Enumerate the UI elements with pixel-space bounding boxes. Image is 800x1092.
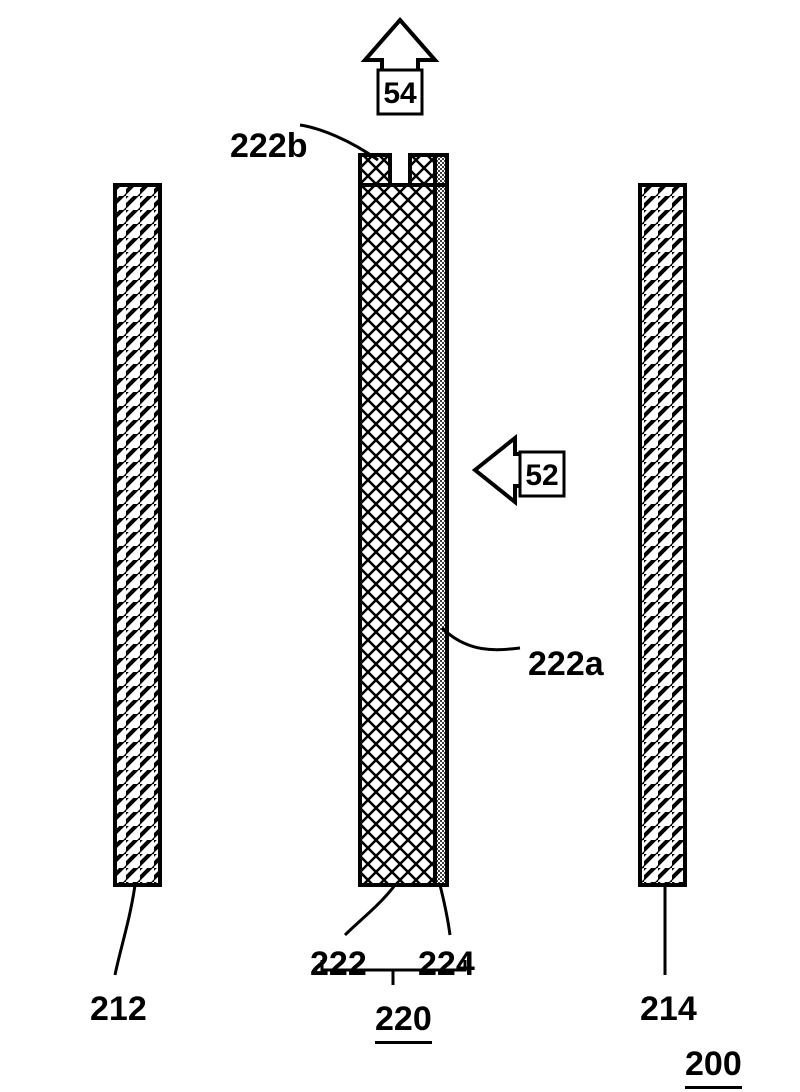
svg-text:54: 54 (383, 77, 417, 110)
leader-from212 (115, 885, 135, 975)
left-bar (115, 185, 160, 885)
label-200: 200 (685, 1045, 742, 1089)
coating (435, 185, 447, 885)
label-222: 222 (310, 945, 367, 984)
right-bar (640, 185, 685, 885)
leader-from222a (442, 628, 520, 650)
coating-cap (435, 155, 447, 185)
label-220: 220 (375, 1000, 432, 1044)
arrow-left: 52 (475, 438, 564, 502)
label-222a: 222a (528, 645, 604, 684)
center-cap-right (410, 155, 435, 185)
figure-diagram: 54 52 (0, 0, 800, 1092)
label-212: 212 (90, 990, 147, 1029)
arrow-up: 54 (365, 20, 435, 114)
center-body (360, 185, 435, 885)
svg-text:52: 52 (525, 459, 558, 492)
leader-from222 (345, 885, 395, 935)
label-224: 224 (418, 945, 475, 984)
label-222b: 222b (230, 127, 308, 166)
leader-from224 (440, 885, 450, 935)
label-214: 214 (640, 990, 697, 1029)
